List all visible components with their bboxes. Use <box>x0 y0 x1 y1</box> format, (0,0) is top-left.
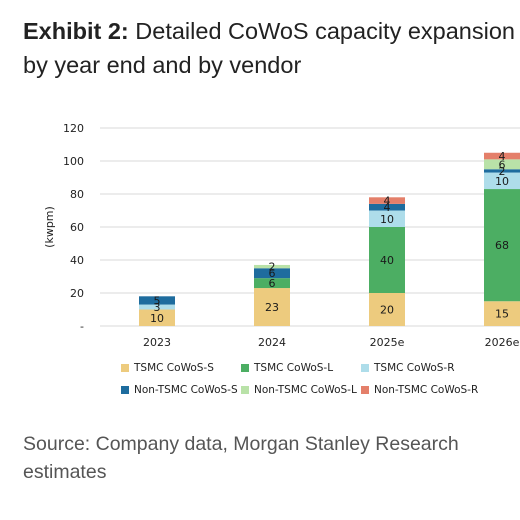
legend-item: TSMC CoWoS-L <box>241 362 333 374</box>
chart-title: Exhibit 2: Detailed CoWoS capacity expan… <box>23 14 520 82</box>
data-label: 20 <box>380 304 394 317</box>
data-label: 40 <box>380 254 394 267</box>
bar-segment <box>139 309 175 326</box>
source-line-2: estimates <box>23 461 107 483</box>
legend-label: TSMC CoWoS-L <box>254 362 334 374</box>
legend-label: Non-TSMC CoWoS-S <box>134 384 238 396</box>
data-label: 4 <box>499 150 506 163</box>
data-label: 6 <box>269 277 276 290</box>
bar-segment <box>369 227 405 293</box>
data-label: 4 <box>384 195 391 208</box>
legend-item: TSMC CoWoS-S <box>121 362 214 374</box>
bar-segment <box>369 210 405 227</box>
legend-swatch <box>361 364 369 372</box>
x-tick-label: 2023 <box>143 336 171 349</box>
x-tick-label: 2026e <box>485 336 520 349</box>
legend-item: TSMC CoWoS-R <box>361 362 455 374</box>
y-tick-label: 100 <box>63 155 84 168</box>
y-tick-label: 120 <box>63 122 84 135</box>
data-label: 6 <box>499 158 506 171</box>
stacked-bar-chart: -20406080100120(kwpm)1035202323662202420… <box>43 122 520 349</box>
legend-swatch <box>121 386 129 394</box>
legend-swatch <box>241 364 249 372</box>
y-tick-label: 20 <box>70 287 84 300</box>
bar-segment <box>484 189 520 302</box>
bar-segment <box>139 296 175 305</box>
exhibit-label: Exhibit 2: <box>23 18 129 44</box>
chart-legend: TSMC CoWoS-S TSMC CoWoS-L TSMC CoWoS-R Non-… <box>0 358 520 408</box>
data-label: 2 <box>499 165 506 178</box>
bar-segment <box>484 152 520 160</box>
bar-segment <box>369 293 405 326</box>
legend-item: Non-TSMC CoWoS-R <box>361 384 478 396</box>
legend-item: Non-TSMC CoWoS-L <box>241 384 357 396</box>
data-label: 23 <box>265 301 279 314</box>
chart-title-text: Detailed CoWoS capacity expansion <box>135 18 515 44</box>
bar-segment <box>484 301 520 326</box>
data-label: 15 <box>495 308 509 321</box>
data-label: 68 <box>495 239 509 252</box>
data-label: 4 <box>384 201 391 214</box>
data-label: 2 <box>269 261 276 274</box>
data-label: 10 <box>495 175 509 188</box>
bar-segment <box>254 288 290 326</box>
y-tick-label: 60 <box>70 221 84 234</box>
y-tick-label: - <box>80 320 84 333</box>
y-axis-title: (kwpm) <box>43 206 56 248</box>
bar-segment <box>484 159 520 170</box>
y-tick-label: 80 <box>70 188 84 201</box>
legend-swatch <box>361 386 369 394</box>
bar-segment <box>484 172 520 190</box>
data-label: 3 <box>154 301 161 314</box>
legend-label: TSMC CoWoS-S <box>134 362 214 374</box>
legend-item: Non-TSMC CoWoS-S <box>121 384 238 396</box>
bar-segment <box>254 268 290 279</box>
data-label: 10 <box>380 213 394 226</box>
x-tick-label: 2025e <box>370 336 405 349</box>
legend-swatch <box>121 364 129 372</box>
source-line-1: Source: Company data, Morgan Stanley Res… <box>23 433 459 455</box>
bar-segment <box>369 197 405 204</box>
data-label: 10 <box>150 312 164 325</box>
bar-segment <box>139 304 175 310</box>
legend-label: Non-TSMC CoWoS-L <box>254 384 357 396</box>
chart-title-line-2: by year end and by vendor <box>23 52 302 78</box>
bar-segment <box>254 264 290 269</box>
data-label: 5 <box>154 294 161 307</box>
bar-segment <box>369 203 405 211</box>
data-label: 6 <box>269 267 276 280</box>
y-tick-label: 40 <box>70 254 84 267</box>
x-tick-label: 2024 <box>258 336 286 349</box>
bar-segment <box>254 278 290 289</box>
legend-label: TSMC CoWoS-R <box>374 362 455 374</box>
source-note: Source: Company data, Morgan Stanley Res… <box>23 430 520 486</box>
legend-swatch <box>241 386 249 394</box>
bar-segment <box>484 169 520 173</box>
chart-area: -20 40 60 80 100 120 (kwpm) 10 3 5 2023 23 6 6 2 2024 20… <box>0 112 520 412</box>
legend-label: Non-TSMC CoWoS-R <box>374 384 479 396</box>
chart-title-line-1: Exhibit 2: Detailed CoWoS capacity expan… <box>23 14 520 48</box>
